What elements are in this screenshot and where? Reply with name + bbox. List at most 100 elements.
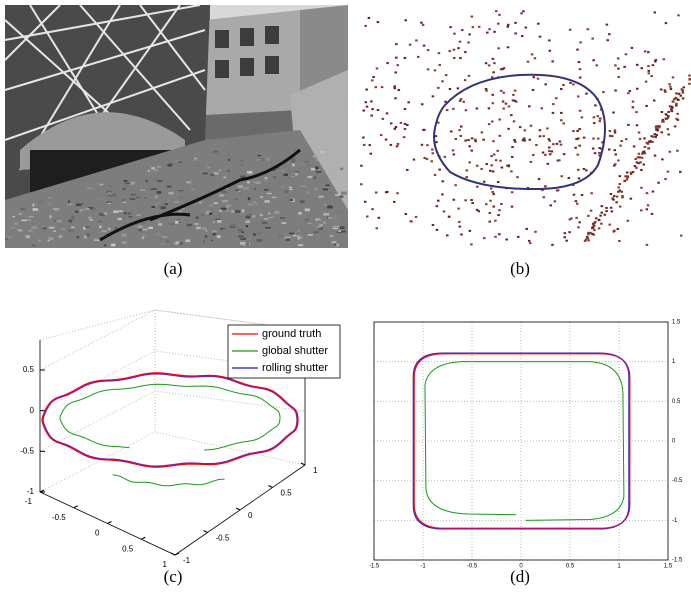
point	[368, 17, 371, 19]
texture	[99, 184, 103, 186]
point	[619, 183, 622, 185]
point	[562, 122, 565, 124]
point	[505, 103, 508, 105]
point	[507, 24, 510, 26]
texture	[214, 202, 218, 204]
point	[617, 68, 620, 70]
point	[480, 168, 483, 170]
point	[465, 109, 468, 111]
texture	[305, 208, 310, 211]
texture	[326, 185, 330, 186]
point	[511, 206, 514, 208]
point	[531, 53, 534, 55]
point	[598, 120, 601, 122]
texture	[68, 230, 74, 232]
tick-label: -1	[420, 564, 426, 570]
texture	[279, 235, 283, 238]
texture	[180, 197, 183, 199]
texture	[256, 239, 262, 242]
texture	[213, 151, 218, 153]
point	[551, 60, 554, 62]
point	[578, 145, 581, 147]
point	[539, 129, 542, 131]
point	[441, 80, 444, 82]
point	[593, 229, 596, 231]
point	[493, 153, 496, 155]
point	[502, 92, 505, 94]
point	[606, 39, 609, 41]
point	[633, 145, 636, 147]
point	[493, 31, 496, 33]
point	[634, 165, 637, 167]
point	[549, 153, 552, 155]
point	[655, 127, 658, 129]
texture	[26, 235, 30, 238]
point	[547, 163, 550, 165]
tick-label: 1	[313, 466, 318, 475]
point	[677, 99, 680, 101]
point	[647, 143, 650, 145]
texture	[191, 188, 195, 190]
point	[400, 122, 403, 124]
point	[434, 69, 437, 71]
point	[488, 221, 491, 223]
point	[551, 244, 554, 246]
point	[426, 158, 429, 160]
point	[610, 193, 613, 195]
texture	[154, 169, 158, 172]
point	[404, 128, 407, 130]
tick-label: 0	[95, 529, 100, 538]
point	[581, 116, 584, 118]
texture	[122, 241, 127, 244]
texture	[234, 173, 240, 175]
texture	[113, 194, 116, 197]
point	[466, 169, 469, 171]
point	[636, 64, 639, 66]
point	[590, 192, 593, 194]
point	[568, 231, 571, 233]
point	[546, 127, 549, 129]
tick-label: 0.5	[672, 399, 681, 405]
texture	[75, 211, 78, 213]
texture	[213, 233, 215, 236]
texture	[327, 206, 332, 209]
point	[450, 130, 453, 132]
texture	[128, 216, 132, 217]
point	[617, 228, 620, 230]
texture	[12, 216, 15, 217]
point	[654, 60, 657, 62]
point	[647, 204, 650, 206]
point	[575, 217, 578, 219]
texture	[160, 206, 166, 209]
point	[478, 210, 481, 212]
point	[569, 82, 572, 84]
texture	[123, 202, 127, 203]
point	[630, 198, 633, 200]
point	[376, 67, 379, 69]
point	[552, 103, 555, 105]
point	[432, 152, 435, 154]
point	[576, 154, 579, 156]
texture	[125, 184, 128, 187]
texture	[108, 192, 111, 193]
point	[618, 240, 621, 242]
texture	[305, 219, 308, 220]
point	[395, 71, 398, 73]
texture	[152, 210, 156, 212]
point	[667, 128, 670, 130]
point	[605, 207, 608, 209]
texture	[175, 160, 179, 161]
point	[676, 150, 679, 152]
point	[594, 152, 597, 154]
point	[481, 131, 484, 133]
texture	[221, 191, 226, 192]
point	[497, 214, 500, 216]
point	[669, 151, 672, 153]
point	[636, 124, 639, 126]
texture	[67, 204, 72, 205]
point	[579, 77, 582, 79]
point	[652, 64, 655, 66]
texture	[281, 186, 284, 188]
texture	[301, 214, 306, 217]
texture	[332, 241, 337, 243]
